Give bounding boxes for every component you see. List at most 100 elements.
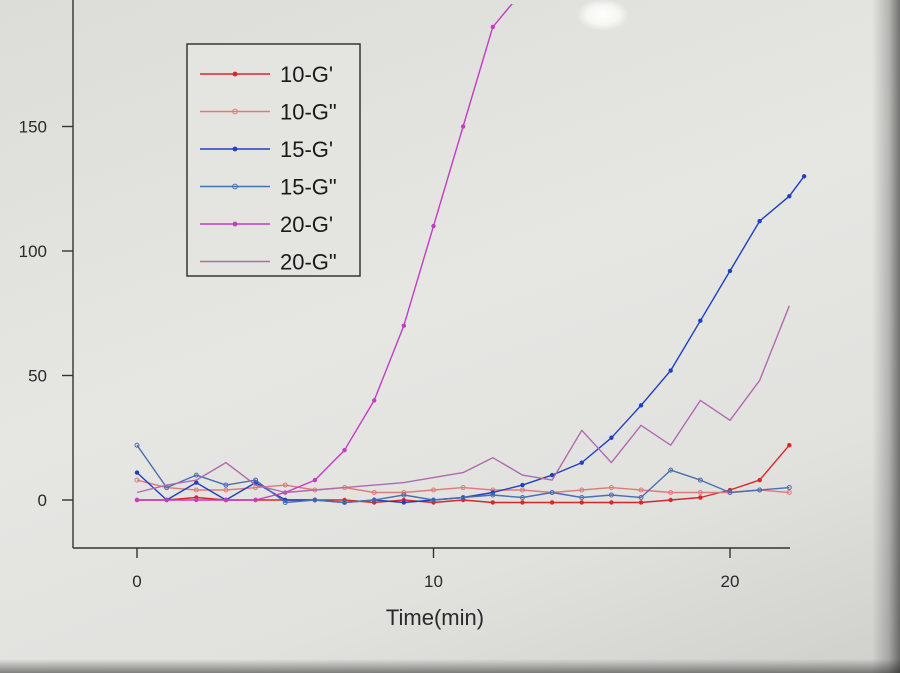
data-point [549, 490, 555, 496]
x-axis-title: Time(min) [386, 605, 484, 630]
data-point [372, 398, 377, 403]
data-point [519, 495, 525, 501]
data-point [727, 490, 733, 496]
x-tick-label: 0 [132, 572, 141, 591]
data-point [134, 477, 140, 483]
data-point [193, 487, 199, 493]
legend-label: 10-G" [280, 100, 337, 125]
series-6 [136, 305, 790, 494]
data-point [608, 492, 614, 498]
data-point [431, 497, 436, 503]
data-point [431, 487, 436, 493]
data-point [134, 497, 140, 503]
data-point [697, 490, 703, 496]
series-group [134, 4, 807, 505]
data-point [342, 448, 347, 453]
legend-box [186, 43, 361, 277]
data-point [282, 482, 288, 488]
data-point [787, 194, 792, 199]
legend-swatch-marker [232, 221, 238, 227]
legend-swatch-marker [232, 183, 238, 190]
data-point [371, 497, 377, 503]
data-point [609, 435, 614, 440]
data-point [786, 485, 792, 491]
data-point [253, 477, 259, 483]
data-point [490, 492, 496, 498]
data-point [698, 318, 703, 323]
data-point [460, 485, 466, 491]
legend-swatch-marker [232, 108, 238, 115]
data-point [638, 403, 644, 408]
data-point [431, 223, 436, 229]
data-point [698, 495, 703, 500]
data-point [401, 500, 407, 505]
data-point [579, 495, 585, 501]
legend-swatch-marker [232, 146, 238, 152]
legend: 10-G' 10-G" 15-G' 15-G" 20-G' 20-G" [186, 43, 361, 277]
y-tick-label: 50 [28, 367, 47, 386]
data-point [608, 485, 614, 491]
data-point [460, 495, 466, 501]
data-point [668, 490, 674, 496]
legend-entry: 10-G' [200, 62, 333, 87]
data-point [520, 482, 525, 488]
legend-entry: 15-G" [200, 175, 337, 200]
data-point [520, 500, 525, 505]
data-point [512, 4, 515, 5]
data-point [134, 442, 140, 448]
legend-label: 20-G" [280, 250, 337, 275]
series-line [137, 4, 513, 501]
data-point [757, 487, 763, 493]
data-point [401, 492, 407, 498]
series-5 [134, 4, 515, 503]
data-point [668, 467, 674, 473]
data-point [697, 477, 703, 483]
data-point [787, 443, 792, 448]
data-point [223, 487, 229, 493]
data-point [549, 472, 555, 478]
series-line [136, 444, 790, 504]
data-point [668, 368, 673, 373]
data-point [312, 497, 318, 503]
series-line [136, 175, 805, 504]
y-tick-label: 150 [19, 118, 47, 137]
data-point [164, 497, 169, 503]
data-point [401, 323, 407, 328]
data-point [194, 497, 199, 503]
data-point [579, 487, 585, 493]
x-tick-label: 10 [424, 572, 443, 591]
legend-entry: 20-G" [200, 250, 337, 275]
data-point [579, 460, 584, 465]
legend-entry: 10-G" [200, 100, 337, 125]
data-point [638, 487, 644, 493]
y-tick-label: 100 [19, 242, 47, 261]
series-line [136, 479, 790, 494]
data-point [786, 490, 792, 496]
series-4 [134, 442, 792, 505]
data-point [668, 497, 673, 503]
legend-entry: 20-G' [200, 212, 333, 237]
data-point [638, 495, 644, 501]
monitor-bezel-bottom [0, 659, 900, 673]
data-point [134, 470, 140, 475]
data-point [638, 500, 644, 505]
series-line [136, 305, 790, 494]
axes: Time(min) 0 50 100 150 0 10 20 [19, 0, 790, 630]
data-point [727, 268, 733, 274]
data-point [801, 174, 807, 179]
y-tick-label: 0 [38, 491, 47, 510]
data-point [757, 477, 762, 483]
data-point [371, 490, 377, 496]
data-point [193, 472, 199, 478]
data-point [223, 497, 229, 503]
data-point [519, 487, 525, 493]
x-tick-label: 20 [721, 572, 740, 591]
data-point [609, 500, 614, 505]
data-point [342, 499, 348, 505]
legend-label: 15-G" [280, 175, 337, 200]
data-point [223, 482, 229, 488]
data-point [282, 499, 288, 505]
data-point [312, 477, 318, 483]
data-point [253, 497, 258, 503]
